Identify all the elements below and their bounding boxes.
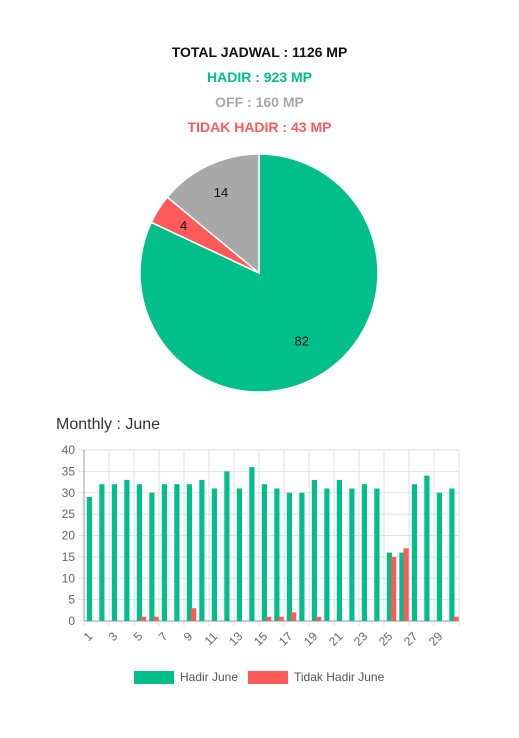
bar-hadir-day-30[interactable] bbox=[449, 488, 455, 621]
x-tick-label: 25 bbox=[376, 629, 396, 649]
bar-hadir-day-7[interactable] bbox=[161, 484, 167, 621]
x-tick-label: 21 bbox=[326, 629, 346, 649]
bar-tidak-hadir-day-15[interactable] bbox=[266, 616, 272, 621]
bar-hadir-day-24[interactable] bbox=[374, 488, 380, 621]
x-tick-label: 5 bbox=[131, 629, 146, 644]
bar-hadir-day-14[interactable] bbox=[249, 467, 255, 621]
bar-hadir-day-23[interactable] bbox=[361, 484, 367, 621]
bar-tidak-hadir-day-9[interactable] bbox=[191, 608, 197, 621]
legend-label-hadir: Hadir June bbox=[180, 670, 239, 684]
bar-tidak-hadir-day-5[interactable] bbox=[141, 616, 147, 621]
bar-hadir-day-20[interactable] bbox=[324, 488, 330, 621]
bar-hadir-day-3[interactable] bbox=[111, 484, 117, 621]
attendance-pie-chart: 82 4 14 bbox=[139, 153, 379, 393]
y-tick-label: 0 bbox=[68, 614, 75, 628]
bar-hadir-day-13[interactable] bbox=[236, 488, 242, 621]
legend-label-tidak-hadir: Tidak Hadir June bbox=[294, 670, 385, 684]
bar-hadir-day-9[interactable] bbox=[186, 484, 192, 621]
bar-hadir-day-27[interactable] bbox=[411, 484, 417, 621]
y-tick-label: 10 bbox=[62, 571, 76, 585]
bar-tidak-hadir-day-25[interactable] bbox=[391, 556, 397, 621]
pie-slice-label-2: 14 bbox=[214, 185, 228, 200]
y-tick-label: 30 bbox=[62, 486, 76, 500]
bar-hadir-day-18[interactable] bbox=[299, 492, 305, 621]
y-tick-label: 5 bbox=[68, 593, 75, 607]
y-tick-label: 40 bbox=[62, 443, 76, 457]
x-tick-label: 29 bbox=[426, 629, 446, 649]
bar-hadir-day-21[interactable] bbox=[336, 479, 342, 621]
x-tick-label: 11 bbox=[202, 629, 221, 648]
y-tick-label: 15 bbox=[62, 550, 76, 564]
y-tick-label: 20 bbox=[62, 529, 76, 543]
bar-hadir-day-15[interactable] bbox=[261, 484, 267, 621]
total-jadwal-text: TOTAL JADWAL : 1126 MP bbox=[171, 44, 348, 60]
x-tick-label: 7 bbox=[156, 629, 171, 644]
bar-hadir-day-6[interactable] bbox=[149, 492, 155, 621]
bar-hadir-day-28[interactable] bbox=[424, 475, 430, 621]
x-tick-label: 27 bbox=[401, 629, 421, 649]
x-tick-label: 9 bbox=[181, 629, 196, 644]
bar-hadir-day-10[interactable] bbox=[199, 479, 205, 621]
x-tick-label: 17 bbox=[276, 629, 296, 649]
x-tick-label: 1 bbox=[81, 629, 96, 644]
x-tick-label: 13 bbox=[226, 629, 246, 649]
bar-hadir-day-17[interactable] bbox=[286, 492, 292, 621]
bar-hadir-day-29[interactable] bbox=[436, 492, 442, 621]
legend-item-hadir[interactable]: Hadir June bbox=[134, 670, 238, 684]
bar-hadir-day-8[interactable] bbox=[174, 484, 180, 621]
bar-tidak-hadir-day-26[interactable] bbox=[403, 548, 409, 621]
monthly-chart-title: Monthly : June bbox=[56, 416, 161, 433]
y-tick-label: 25 bbox=[62, 507, 76, 521]
pie-slice-0[interactable] bbox=[139, 153, 379, 393]
legend-item-tidak-hadir[interactable]: Tidak Hadir June bbox=[248, 670, 384, 684]
bar-hadir-day-25[interactable] bbox=[386, 552, 392, 621]
x-tick-label: 19 bbox=[301, 629, 321, 649]
hadir-text: HADIR : 923 MP bbox=[206, 69, 313, 85]
off-text: OFF : 160 MP bbox=[215, 94, 304, 110]
x-tick-label: 15 bbox=[251, 629, 271, 649]
bar-hadir-day-22[interactable] bbox=[349, 488, 355, 621]
bar-tidak-hadir-day-16[interactable] bbox=[278, 616, 284, 621]
bar-hadir-day-12[interactable] bbox=[224, 471, 230, 621]
bar-tidak-hadir-day-6[interactable] bbox=[153, 616, 159, 621]
bar-hadir-day-19[interactable] bbox=[311, 479, 317, 621]
bar-hadir-day-11[interactable] bbox=[211, 488, 217, 621]
bar-hadir-day-4[interactable] bbox=[124, 479, 130, 621]
bar-hadir-day-1[interactable] bbox=[86, 497, 92, 621]
bar-tidak-hadir-day-30[interactable] bbox=[453, 616, 459, 621]
x-tick-label: 3 bbox=[106, 629, 121, 644]
legend-swatch-hadir bbox=[134, 670, 174, 684]
bar-tidak-hadir-day-17[interactable] bbox=[291, 612, 297, 621]
pie-slice-2[interactable] bbox=[166, 153, 260, 275]
y-tick-label: 35 bbox=[62, 464, 76, 478]
bar-hadir-day-26[interactable] bbox=[399, 552, 405, 621]
x-tick-label: 23 bbox=[351, 629, 371, 649]
legend-swatch-tidak-hadir bbox=[248, 670, 288, 684]
tidak-hadir-text: TIDAK HADIR : 43 MP bbox=[187, 119, 332, 135]
pie-slice-label-0: 82 bbox=[294, 333, 308, 348]
bar-tidak-hadir-day-19[interactable] bbox=[316, 616, 322, 621]
pie-slice-label-1: 4 bbox=[180, 218, 187, 233]
bar-hadir-day-5[interactable] bbox=[136, 484, 142, 621]
bar-hadir-day-2[interactable] bbox=[99, 484, 105, 621]
bar-hadir-day-16[interactable] bbox=[274, 488, 280, 621]
